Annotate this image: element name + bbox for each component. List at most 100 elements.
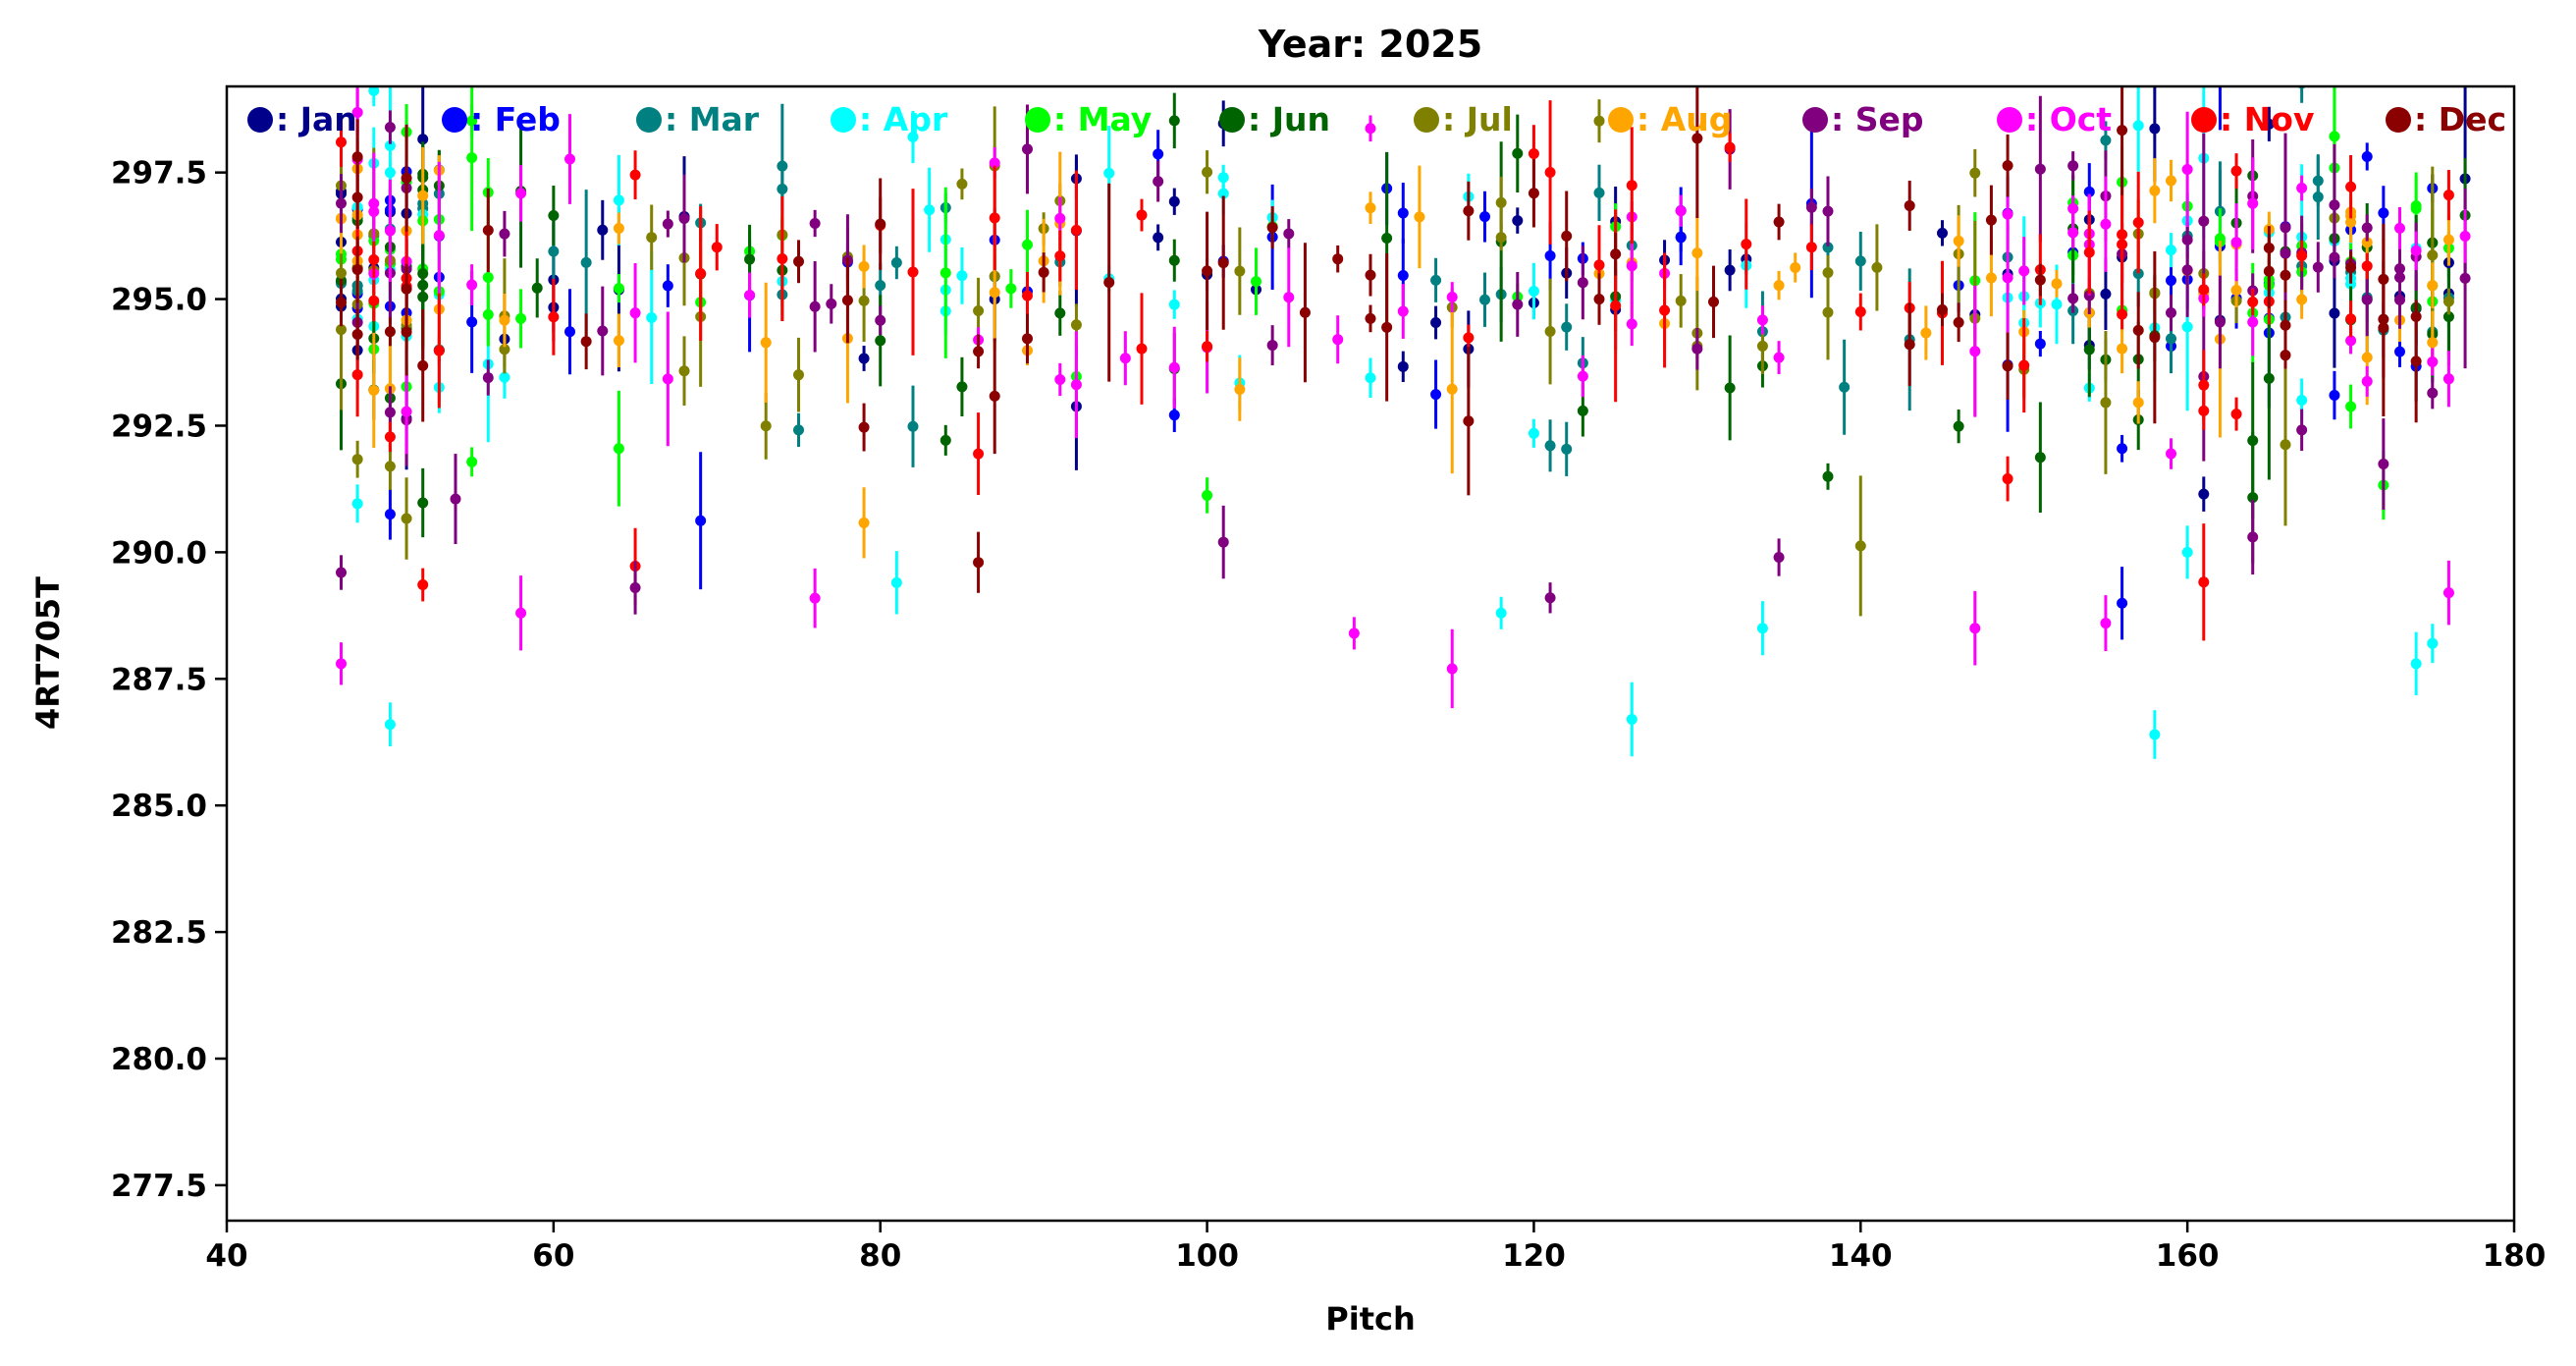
data-point-sep: [1217, 505, 1229, 579]
marker: [384, 139, 396, 151]
marker: [1463, 205, 1475, 217]
data-point-dec: [2280, 300, 2291, 351]
data-point-nov: [2361, 252, 2373, 280]
data-point-oct: [2442, 351, 2454, 408]
marker: [989, 157, 1000, 169]
marker: [417, 578, 429, 590]
marker: [2361, 237, 2373, 248]
marker: [1626, 714, 1637, 726]
data-point-nov: [2296, 240, 2308, 272]
marker: [2263, 118, 2275, 130]
data-point-apr: [384, 702, 396, 747]
data-point-dec: [1691, 86, 1703, 219]
data-point-sep: [1691, 327, 1703, 370]
data-point-nov: [907, 189, 919, 355]
legend-item-oct: : Oct: [1997, 100, 2112, 138]
marker: [2166, 448, 2176, 460]
marker: [1365, 123, 1376, 135]
data-point-sep: [1544, 582, 1556, 614]
data-point-dec: [793, 240, 804, 284]
marker: [1724, 382, 1736, 394]
marker: [2442, 587, 2454, 599]
data-point-aug: [1446, 304, 1458, 474]
marker: [1724, 264, 1736, 276]
marker: [1005, 283, 1017, 295]
marker: [1561, 443, 1573, 455]
data-point-oct: [1332, 315, 1344, 364]
marker: [1168, 254, 1180, 266]
marker: [1904, 339, 1915, 351]
marker: [2132, 217, 2144, 229]
data-point-dec: [580, 313, 592, 370]
legend-item-jul: : Jul: [1414, 100, 1513, 138]
marker: [1283, 292, 1295, 303]
legend-label: : Apr: [859, 100, 948, 138]
marker: [2166, 275, 2176, 287]
x-tick-label: 120: [1502, 1238, 1566, 1274]
marker: [2280, 222, 2291, 234]
marker: [956, 178, 968, 190]
data-point-nov: [2230, 397, 2242, 431]
marker: [499, 371, 510, 383]
marker: [2002, 360, 2013, 372]
marker: [1969, 623, 1981, 634]
data-point-dec: [1038, 252, 1049, 293]
data-point-sep: [826, 284, 837, 324]
data-point-may: [1202, 477, 1213, 514]
marker: [2117, 597, 2128, 609]
marker: [351, 498, 363, 510]
marker: [1953, 420, 1964, 432]
marker: [875, 218, 886, 230]
marker: [1202, 489, 1213, 501]
data-point-dec: [2149, 250, 2161, 424]
legend-marker: [1608, 107, 1634, 133]
legend-marker: [247, 107, 273, 133]
data-point-sep: [336, 555, 347, 590]
marker: [2100, 618, 2112, 629]
data-point-dec: [2132, 292, 2144, 369]
data-point-oct: [2410, 231, 2422, 270]
marker: [482, 372, 494, 384]
marker: [1756, 314, 1768, 326]
marker: [1675, 295, 1687, 306]
marker: [907, 266, 919, 278]
marker: [2410, 200, 2422, 212]
marker: [2100, 288, 2112, 300]
marker: [695, 515, 707, 526]
marker: [2117, 229, 2128, 241]
data-point-oct: [1054, 362, 1066, 397]
data-point-nov: [1659, 252, 1671, 368]
marker: [2230, 285, 2242, 297]
marker: [466, 316, 478, 328]
data-point-feb: [2361, 142, 2373, 171]
marker: [1430, 317, 1442, 329]
data-point-dec: [1365, 304, 1376, 333]
marker: [1512, 299, 1524, 310]
data-point-nov: [1724, 133, 1736, 162]
marker: [760, 420, 772, 432]
data-point-jul: [1871, 224, 1883, 311]
y-tick-label: 282.5: [111, 915, 207, 951]
data-point-dec: [1985, 185, 1997, 255]
legend-label: : Oct: [2025, 100, 2112, 138]
data-point-jun: [2034, 402, 2046, 514]
marker: [1463, 332, 1475, 344]
marker: [1626, 318, 1637, 330]
data-point-nov: [2345, 301, 2357, 338]
data-point-sep: [2312, 242, 2324, 293]
marker: [351, 328, 363, 340]
marker: [2361, 375, 2373, 387]
data-point-jul: [1202, 150, 1213, 194]
marker: [1266, 340, 1278, 352]
marker: [2117, 308, 2128, 320]
marker: [384, 225, 396, 237]
data-point-nov: [336, 117, 347, 168]
marker: [777, 253, 788, 265]
data-point-dec: [351, 308, 363, 360]
marker: [368, 197, 380, 209]
data-point-jan: [2198, 476, 2210, 512]
data-point-sep: [678, 174, 690, 263]
data-point-dec: [1202, 211, 1213, 331]
marker: [662, 280, 673, 292]
legend-label: : Nov: [2220, 100, 2315, 138]
